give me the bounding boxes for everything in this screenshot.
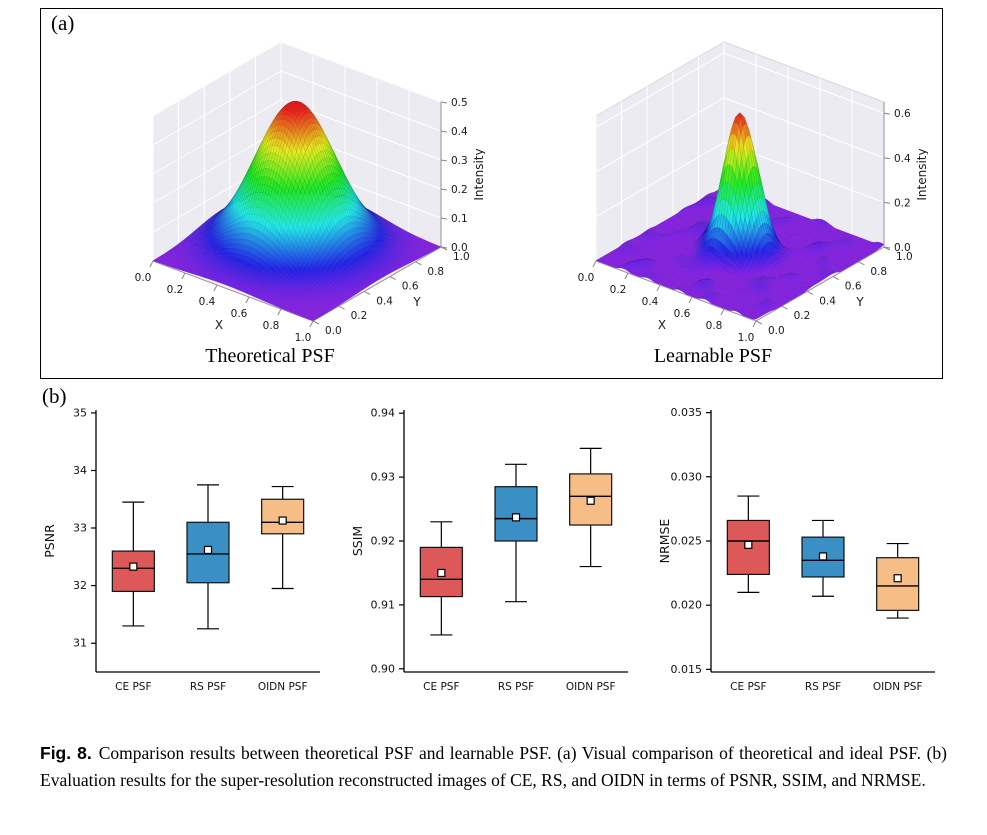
y-tick-label: 0.015 bbox=[671, 663, 703, 676]
panel-b-label: (b) bbox=[42, 384, 67, 408]
mean-marker bbox=[818, 552, 828, 561]
y-tick-label: 32 bbox=[73, 579, 87, 592]
surface-plot-learnable: Learnable PSF bbox=[498, 33, 928, 368]
category-label: CE PSF bbox=[423, 681, 459, 693]
category-label: OIDN PSF bbox=[565, 681, 615, 693]
category-label: OIDN PSF bbox=[873, 681, 923, 693]
y-axis-label: SSIM bbox=[350, 526, 365, 556]
mean-marker bbox=[436, 568, 445, 578]
category-label: RS PSF bbox=[190, 681, 226, 693]
y-tick-label: 0.94 bbox=[370, 407, 395, 420]
y-tick-label: 0.035 bbox=[671, 406, 703, 419]
mean-marker bbox=[203, 545, 213, 555]
mean-marker bbox=[511, 513, 520, 522]
y-tick-label: 0.020 bbox=[671, 599, 703, 612]
boxplot-ssim: 0.90 0.91 0.92 0.93 0.94 SSIM CE PSF RS PSF OIDN… bbox=[348, 396, 636, 714]
mean-marker bbox=[129, 562, 138, 571]
mean-marker bbox=[278, 516, 287, 525]
boxplot-psnr: 31 32 33 34 35 PSNR CE PSF RS PSF OIDN PSF bbox=[40, 396, 328, 714]
category-label: OIDN PSF bbox=[258, 681, 308, 693]
surface-plots-row: Theoretical PSF Learnable PSF bbox=[41, 33, 942, 368]
surface-plot-theoretical: Theoretical PSF bbox=[55, 33, 485, 368]
box-iqr bbox=[801, 536, 845, 578]
figure-caption: Fig. 8. Comparison results between theore… bbox=[40, 740, 947, 793]
panel-a: (a) Theoretical PSF Learnable PSF bbox=[40, 8, 943, 379]
plot-title-theoretical: Theoretical PSF bbox=[205, 345, 335, 367]
mean-marker bbox=[893, 574, 902, 583]
caption-tag: Fig. 8. bbox=[40, 743, 92, 763]
panel-b: (b) 31 32 33 34 35 PSNR CE PSF RS PSF OIDN PSF 0… bbox=[40, 384, 943, 728]
box-iqr bbox=[876, 557, 920, 611]
boxplot-nrmse: 0.015 0.020 0.025 0.030 0.035 NRMSE CE PSF RS P… bbox=[655, 396, 943, 714]
category-label: CE PSF bbox=[730, 681, 766, 693]
box-chart-svg: 31 32 33 34 35 PSNR CE PSF RS PSF OIDN PSF bbox=[42, 406, 320, 693]
y-tick-label: 0.030 bbox=[671, 470, 703, 483]
y-tick-label: 0.025 bbox=[671, 535, 703, 548]
y-tick-label: 0.90 bbox=[370, 662, 395, 675]
category-label: RS PSF bbox=[805, 681, 841, 693]
panel-a-label: (a) bbox=[51, 11, 75, 35]
category-label: RS PSF bbox=[497, 681, 533, 693]
y-tick-label: 35 bbox=[73, 406, 87, 419]
surface-canvas-learnable-psf bbox=[498, 33, 928, 343]
y-tick-label: 0.92 bbox=[370, 535, 395, 548]
y-tick-label: 0.91 bbox=[370, 598, 395, 611]
mean-marker bbox=[586, 496, 595, 505]
box-iqr bbox=[111, 550, 155, 592]
boxplot-row: 31 32 33 34 35 PSNR CE PSF RS PSF OIDN PSF 0.90 0… bbox=[40, 396, 943, 714]
box-chart-svg: 0.015 0.020 0.025 0.030 0.035 NRMSE CE PSF RS P… bbox=[657, 406, 935, 693]
surface-canvas-theoretical-psf bbox=[55, 33, 485, 343]
y-tick-label: 34 bbox=[73, 464, 87, 477]
plot-title-learnable: Learnable PSF bbox=[653, 345, 773, 367]
y-axis-label: NRMSE bbox=[657, 519, 672, 564]
category-label: CE PSF bbox=[115, 681, 151, 693]
caption-text: Comparison results between theoretical P… bbox=[40, 743, 947, 790]
y-tick-label: 33 bbox=[73, 522, 87, 535]
mean-marker bbox=[744, 540, 753, 549]
box-chart-svg: 0.90 0.91 0.92 0.93 0.94 SSIM CE PSF RS PSF OIDN… bbox=[350, 407, 628, 693]
y-tick-label: 31 bbox=[73, 637, 87, 650]
y-axis-label: PSNR bbox=[42, 524, 57, 558]
y-tick-label: 0.93 bbox=[370, 471, 395, 484]
